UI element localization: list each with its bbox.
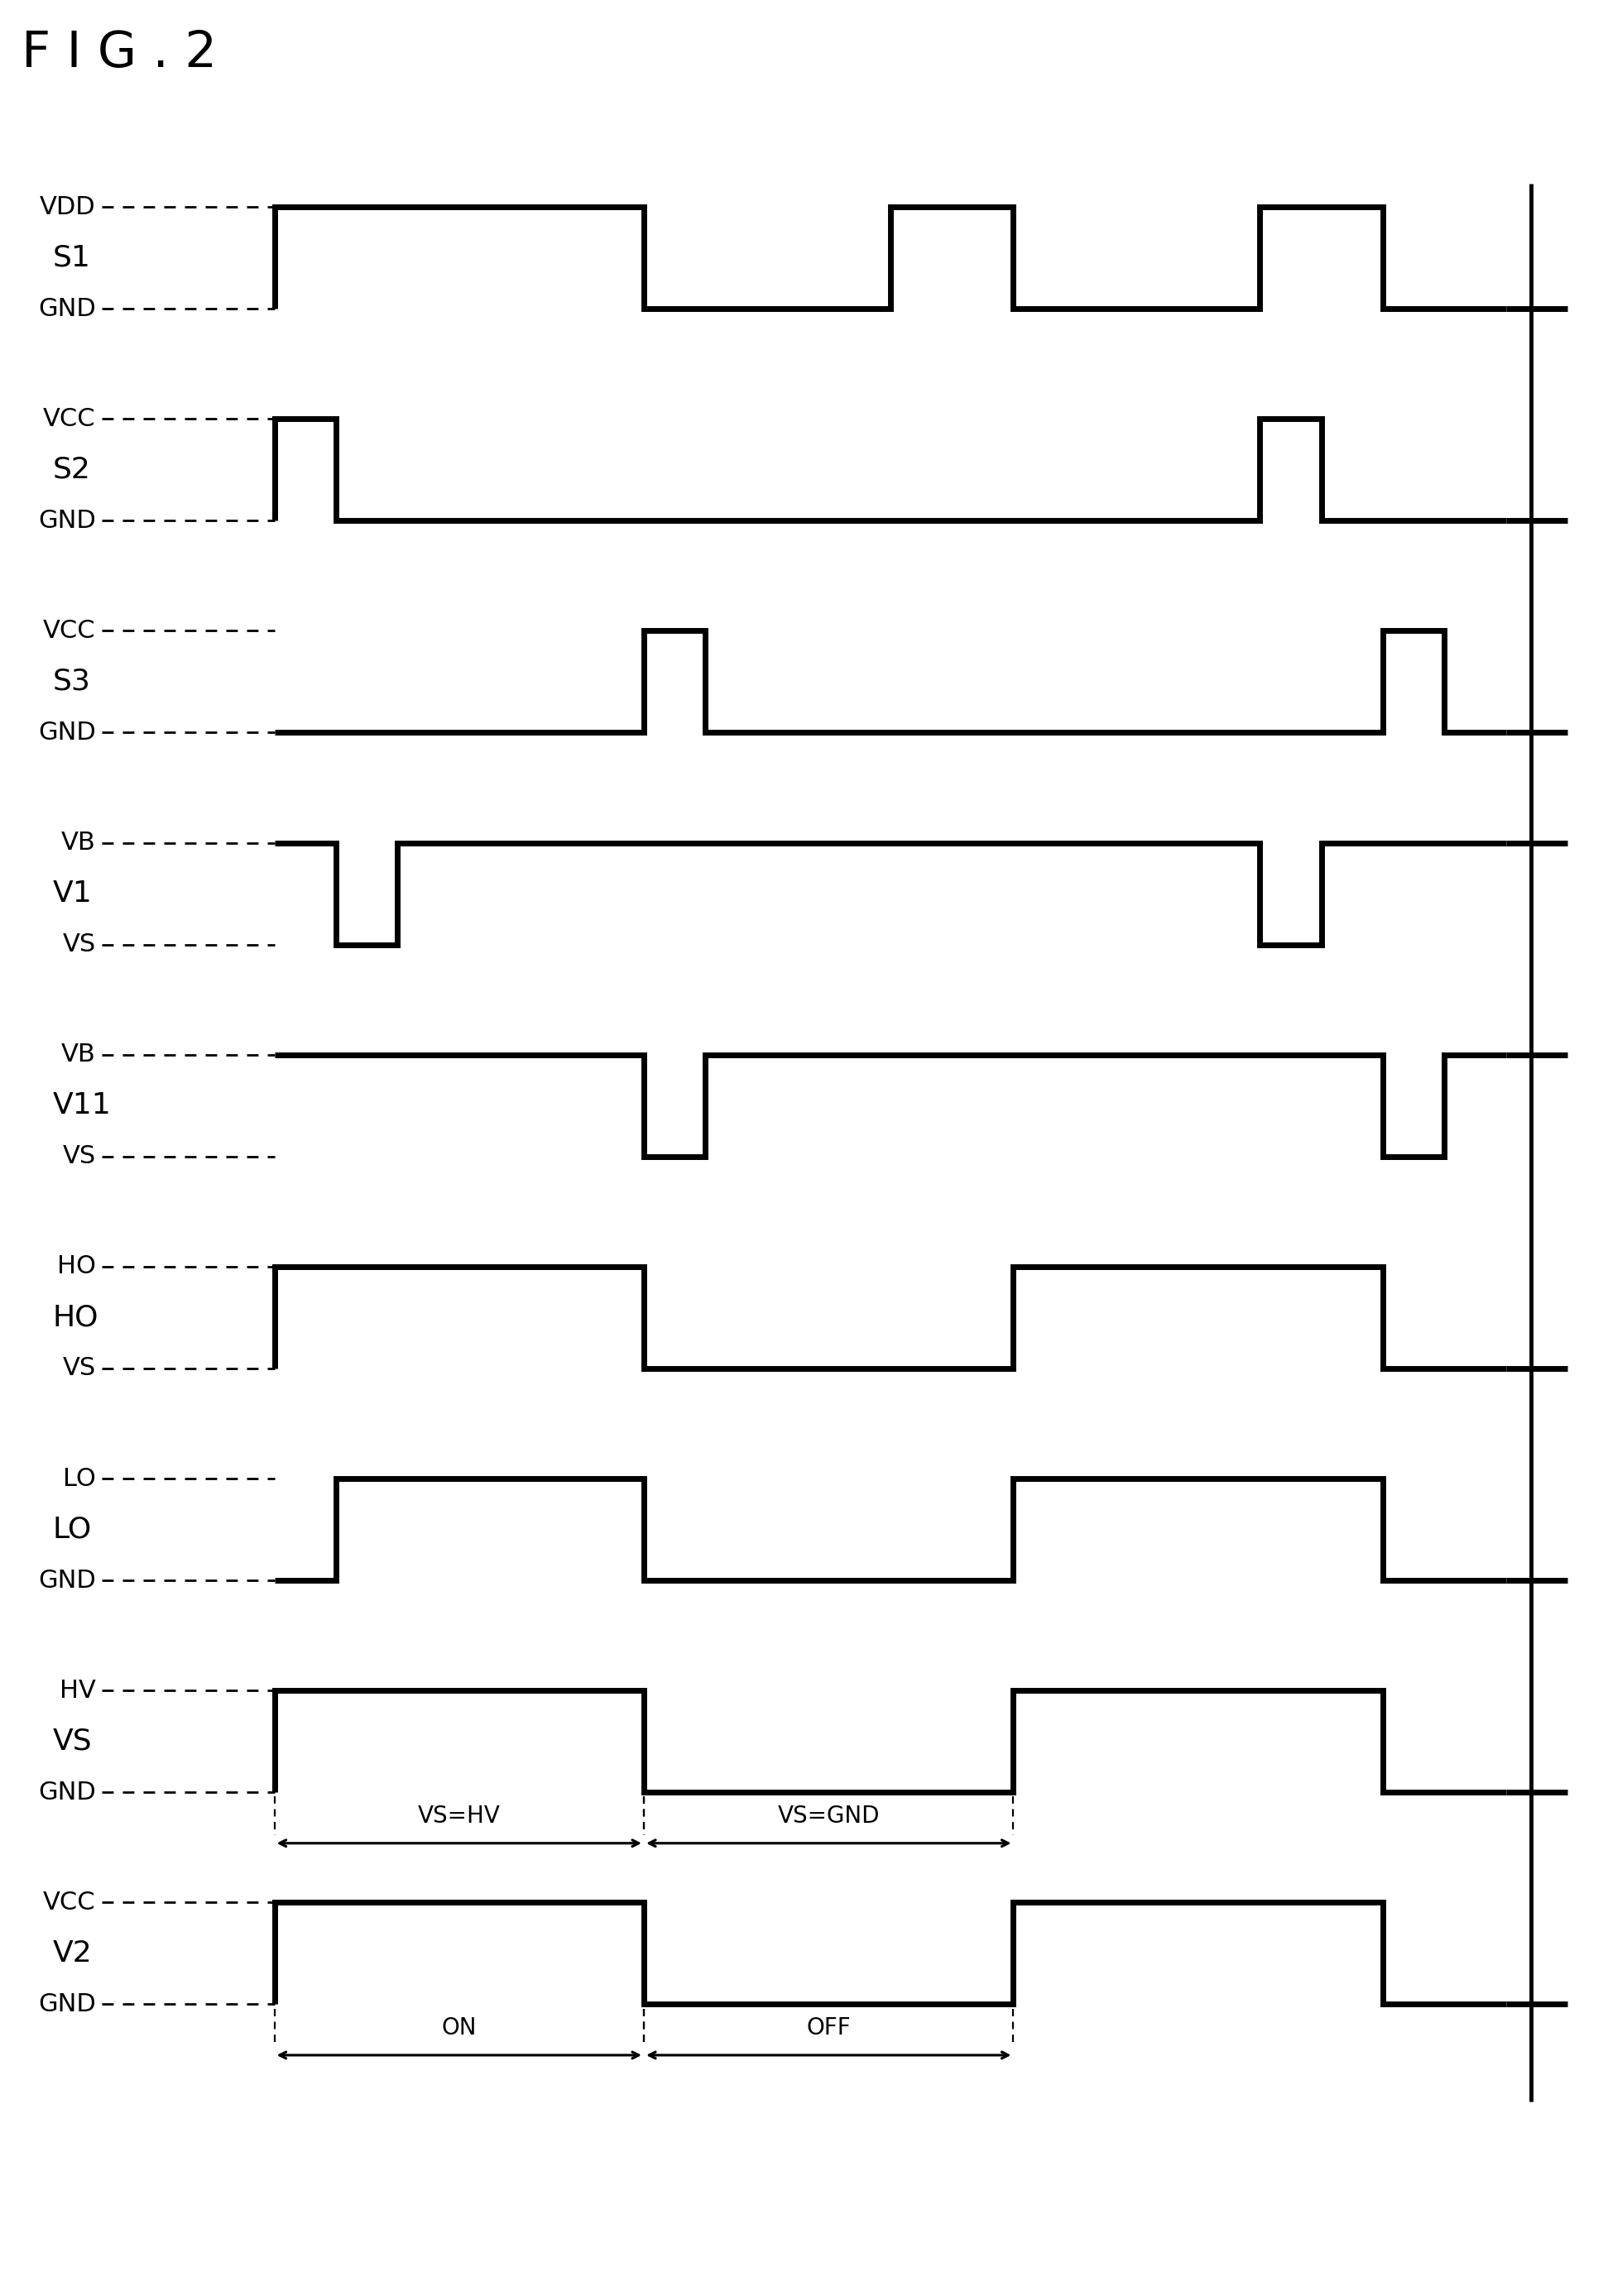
Text: GND: GND: [39, 721, 96, 744]
Text: S3: S3: [53, 668, 90, 696]
Text: F I G . 2: F I G . 2: [23, 30, 217, 78]
Text: OFF: OFF: [806, 2016, 851, 2039]
Text: V2: V2: [53, 1940, 92, 1968]
Text: V1: V1: [53, 879, 92, 907]
Text: HO: HO: [56, 1254, 96, 1279]
Text: S2: S2: [53, 455, 90, 484]
Text: LO: LO: [53, 1515, 92, 1543]
Text: GND: GND: [39, 296, 96, 321]
Text: GND: GND: [39, 510, 96, 533]
Text: VS=HV: VS=HV: [418, 1805, 500, 1828]
Text: VDD: VDD: [40, 195, 96, 218]
Text: LO: LO: [63, 1467, 96, 1490]
Text: HV: HV: [59, 1678, 96, 1704]
Text: VCC: VCC: [43, 1890, 96, 1915]
Text: GND: GND: [39, 1993, 96, 2016]
Text: V11: V11: [53, 1091, 111, 1120]
Text: GND: GND: [39, 1568, 96, 1593]
Text: VS: VS: [63, 1357, 96, 1380]
Text: VCC: VCC: [43, 406, 96, 432]
Text: ON: ON: [442, 2016, 476, 2039]
Text: VCC: VCC: [43, 620, 96, 643]
Text: VS: VS: [63, 1143, 96, 1169]
Text: S1: S1: [53, 243, 90, 271]
Text: VS: VS: [53, 1727, 92, 1756]
Text: VB: VB: [61, 1042, 96, 1068]
Text: VS: VS: [63, 932, 96, 957]
Text: GND: GND: [39, 1779, 96, 1805]
Text: VS=GND: VS=GND: [778, 1805, 880, 1828]
Text: VB: VB: [61, 831, 96, 854]
Text: HO: HO: [53, 1304, 98, 1332]
